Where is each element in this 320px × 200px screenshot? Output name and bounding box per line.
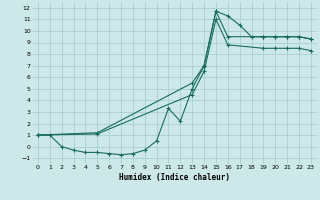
X-axis label: Humidex (Indice chaleur): Humidex (Indice chaleur) (119, 173, 230, 182)
